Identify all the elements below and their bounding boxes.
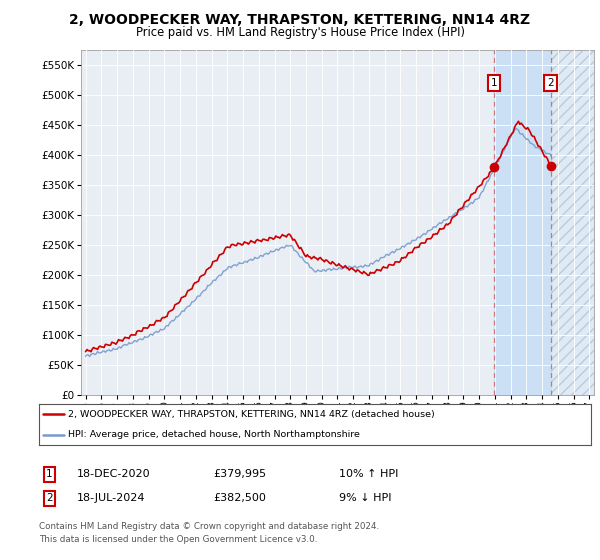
Text: £382,500: £382,500 xyxy=(213,493,266,503)
Text: This data is licensed under the Open Government Licence v3.0.: This data is licensed under the Open Gov… xyxy=(39,535,317,544)
Text: 1: 1 xyxy=(46,469,53,479)
Text: HPI: Average price, detached house, North Northamptonshire: HPI: Average price, detached house, Nort… xyxy=(68,430,359,439)
Text: £379,995: £379,995 xyxy=(213,469,266,479)
Text: 1: 1 xyxy=(491,78,497,88)
Bar xyxy=(494,50,551,395)
Text: 2, WOODPECKER WAY, THRAPSTON, KETTERING, NN14 4RZ (detached house): 2, WOODPECKER WAY, THRAPSTON, KETTERING,… xyxy=(68,409,434,419)
Text: 2: 2 xyxy=(547,78,554,88)
Text: 9% ↓ HPI: 9% ↓ HPI xyxy=(339,493,391,503)
Bar xyxy=(551,50,594,395)
Text: 2: 2 xyxy=(46,493,53,503)
Text: 10% ↑ HPI: 10% ↑ HPI xyxy=(339,469,398,479)
Text: 2, WOODPECKER WAY, THRAPSTON, KETTERING, NN14 4RZ: 2, WOODPECKER WAY, THRAPSTON, KETTERING,… xyxy=(70,13,530,27)
Text: Contains HM Land Registry data © Crown copyright and database right 2024.: Contains HM Land Registry data © Crown c… xyxy=(39,522,379,531)
Text: 18-JUL-2024: 18-JUL-2024 xyxy=(77,493,145,503)
Text: Price paid vs. HM Land Registry's House Price Index (HPI): Price paid vs. HM Land Registry's House … xyxy=(136,26,464,39)
Bar xyxy=(551,50,594,395)
Text: 18-DEC-2020: 18-DEC-2020 xyxy=(77,469,151,479)
